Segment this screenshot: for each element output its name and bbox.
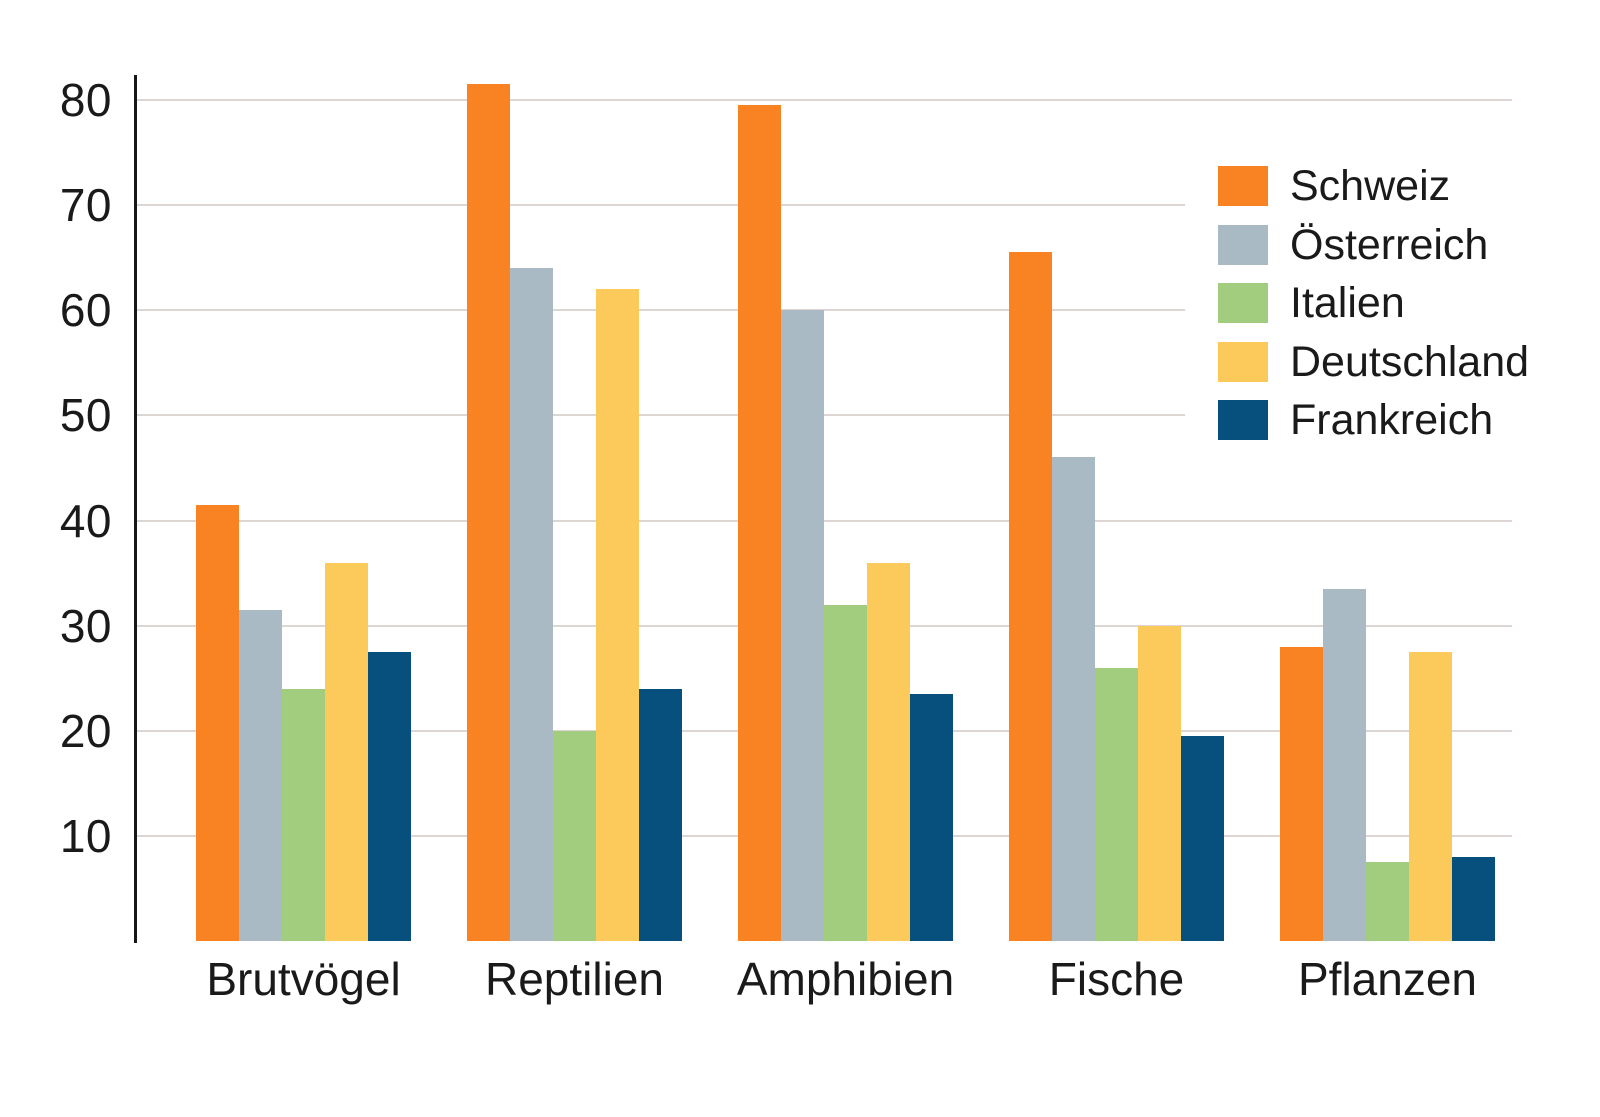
legend-swatch-deutschland bbox=[1218, 341, 1268, 382]
legend-row: Deutschland bbox=[1185, 337, 1530, 386]
y-tick-label: 50 bbox=[59, 389, 112, 442]
x-category-label: Brutvögel bbox=[206, 953, 401, 1005]
y-tick-label: 10 bbox=[59, 809, 112, 862]
legend-label: Deutschland bbox=[1290, 337, 1530, 386]
bar-italien-5 bbox=[1366, 862, 1409, 941]
bar-frankreich-3 bbox=[910, 693, 953, 941]
bar-österreich-1 bbox=[239, 609, 282, 941]
bar-deutschland-4 bbox=[1138, 625, 1181, 941]
legend-row: Österreich bbox=[1185, 220, 1530, 269]
y-tick-label: 80 bbox=[59, 74, 112, 126]
legend-label: Italien bbox=[1290, 279, 1405, 327]
y-tick-label: 20 bbox=[59, 704, 112, 757]
bar-frankreich-1 bbox=[368, 651, 411, 941]
bar-österreich-3 bbox=[781, 310, 824, 941]
legend-label: Frankreich bbox=[1290, 396, 1494, 444]
y-gridline-70 bbox=[137, 204, 1512, 207]
y-gridline-80 bbox=[137, 99, 1512, 101]
bar-deutschland-5 bbox=[1409, 651, 1452, 941]
legend-swatch-italien bbox=[1218, 283, 1268, 323]
bar-schweiz-5 bbox=[1280, 646, 1323, 941]
bar-italien-3 bbox=[824, 604, 867, 941]
bar-deutschland-1 bbox=[325, 562, 368, 941]
y-tick-label: 70 bbox=[59, 179, 112, 232]
legend-swatch-frankreich bbox=[1218, 400, 1268, 440]
legend-swatch-österreich bbox=[1218, 224, 1268, 265]
legend-label: Schweiz bbox=[1290, 162, 1451, 210]
y-gridline-60 bbox=[137, 309, 1512, 312]
bar-schweiz-2 bbox=[467, 84, 510, 941]
legend-label: Österreich bbox=[1290, 220, 1489, 269]
bar-frankreich-4 bbox=[1181, 736, 1224, 941]
y-tick-label: 40 bbox=[59, 494, 112, 547]
x-category-label: Reptilien bbox=[485, 953, 664, 1005]
bar-österreich-5 bbox=[1323, 588, 1366, 941]
bar-italien-4 bbox=[1095, 667, 1138, 941]
x-category-label: Pflanzen bbox=[1297, 953, 1477, 1005]
bar-italien-1 bbox=[282, 688, 325, 941]
legend-row: Schweiz bbox=[1185, 162, 1530, 210]
legend-swatch-schweiz bbox=[1218, 166, 1268, 206]
y-tick-label: 30 bbox=[59, 599, 112, 652]
bar-frankreich-5 bbox=[1452, 856, 1495, 941]
y-tick-label: 60 bbox=[59, 284, 112, 337]
bar-schweiz-4 bbox=[1009, 252, 1052, 941]
bar-frankreich-2 bbox=[639, 688, 682, 941]
y-axis-line bbox=[134, 75, 137, 943]
legend-row: Italien bbox=[1185, 279, 1530, 327]
bar-österreich-4 bbox=[1052, 457, 1095, 941]
bar-deutschland-2 bbox=[596, 289, 639, 941]
x-category-label: Amphibien bbox=[736, 953, 955, 1005]
y-gridline-50 bbox=[137, 414, 1512, 417]
bar-deutschland-3 bbox=[867, 562, 910, 941]
bar-schweiz-1 bbox=[196, 504, 239, 941]
bar-österreich-2 bbox=[510, 268, 553, 941]
legend-row: Frankreich bbox=[1185, 396, 1530, 444]
y-gridline-40 bbox=[137, 519, 1512, 522]
bar-schweiz-3 bbox=[738, 105, 781, 941]
legend: Schweiz Österreich Italien Deutschland Frank… bbox=[1185, 150, 1530, 452]
bar-italien-2 bbox=[553, 730, 596, 941]
x-category-label: Fische bbox=[1048, 953, 1185, 1005]
